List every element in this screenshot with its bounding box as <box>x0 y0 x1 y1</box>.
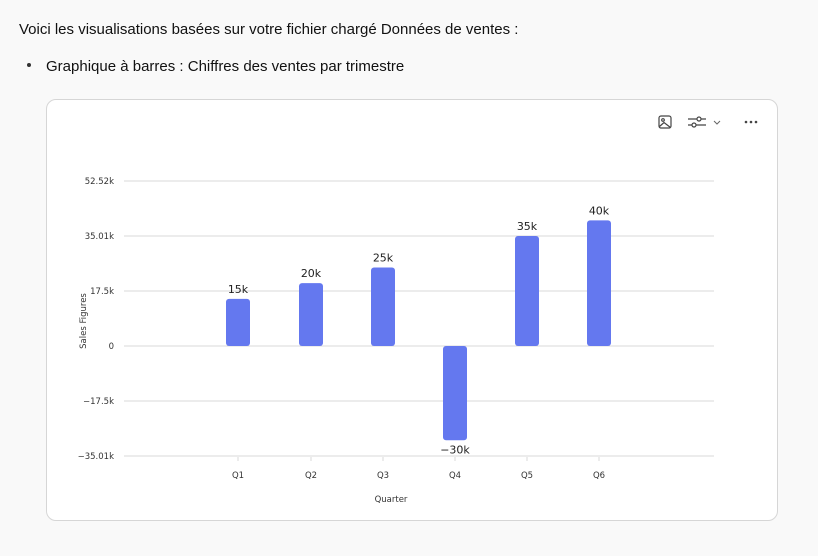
bar-q1 <box>226 298 250 347</box>
data-label: −30k <box>440 443 470 456</box>
intro-text: Voici les visualisations basées sur votr… <box>19 21 519 38</box>
bar-chart: 52.52k 35.01k 17.5k 0 −17.5k −35.01k 15k Q1 20k Q… <box>78 177 714 505</box>
x-tick-label: Q2 <box>305 471 317 481</box>
y-tick-label: −17.5k <box>83 397 114 407</box>
x-tick-label: Q1 <box>232 471 244 481</box>
x-tick-label: Q4 <box>449 471 461 481</box>
y-tick-label: 52.52k <box>85 177 114 187</box>
data-label: 25k <box>373 251 394 264</box>
chart-card: 52.52k 35.01k 17.5k 0 −17.5k −35.01k 15k Q1 20k Q… <box>46 99 778 521</box>
more-options-button[interactable] <box>743 114 759 130</box>
y-tick-label: 17.5k <box>90 287 114 297</box>
bullet-list-item: Graphique à barres : Chiffres des ventes… <box>27 58 404 75</box>
bar-q3 <box>371 267 395 347</box>
bullet-icon <box>27 62 31 67</box>
chart-toolbar <box>657 114 759 130</box>
x-axis-title: Quarter <box>375 495 408 505</box>
x-tick-label: Q3 <box>377 471 389 481</box>
bullet-text: Graphique à barres : Chiffres des ventes… <box>46 58 405 75</box>
image-button[interactable] <box>657 114 673 130</box>
data-label: 40k <box>589 204 610 217</box>
x-tick-label: Q5 <box>521 471 533 481</box>
bar-q2 <box>299 283 323 347</box>
data-label: 35k <box>517 220 538 233</box>
image-icon <box>658 115 672 129</box>
chevron-down-icon <box>713 120 721 125</box>
sliders-icon <box>688 116 706 128</box>
bar-q5 <box>515 236 539 347</box>
y-axis-title: Sales Figures <box>79 293 89 349</box>
data-label: 15k <box>228 283 249 296</box>
y-tick-label: −35.01k <box>78 452 114 462</box>
bar-q6 <box>587 220 611 347</box>
y-tick-label: 0 <box>109 342 114 352</box>
data-label: 20k <box>301 267 322 280</box>
more-horizontal-icon <box>744 120 758 124</box>
chart-settings-button[interactable] <box>687 114 723 130</box>
bar-q4 <box>443 346 467 441</box>
x-tick-label: Q6 <box>593 471 605 481</box>
y-tick-label: 35.01k <box>85 232 114 242</box>
